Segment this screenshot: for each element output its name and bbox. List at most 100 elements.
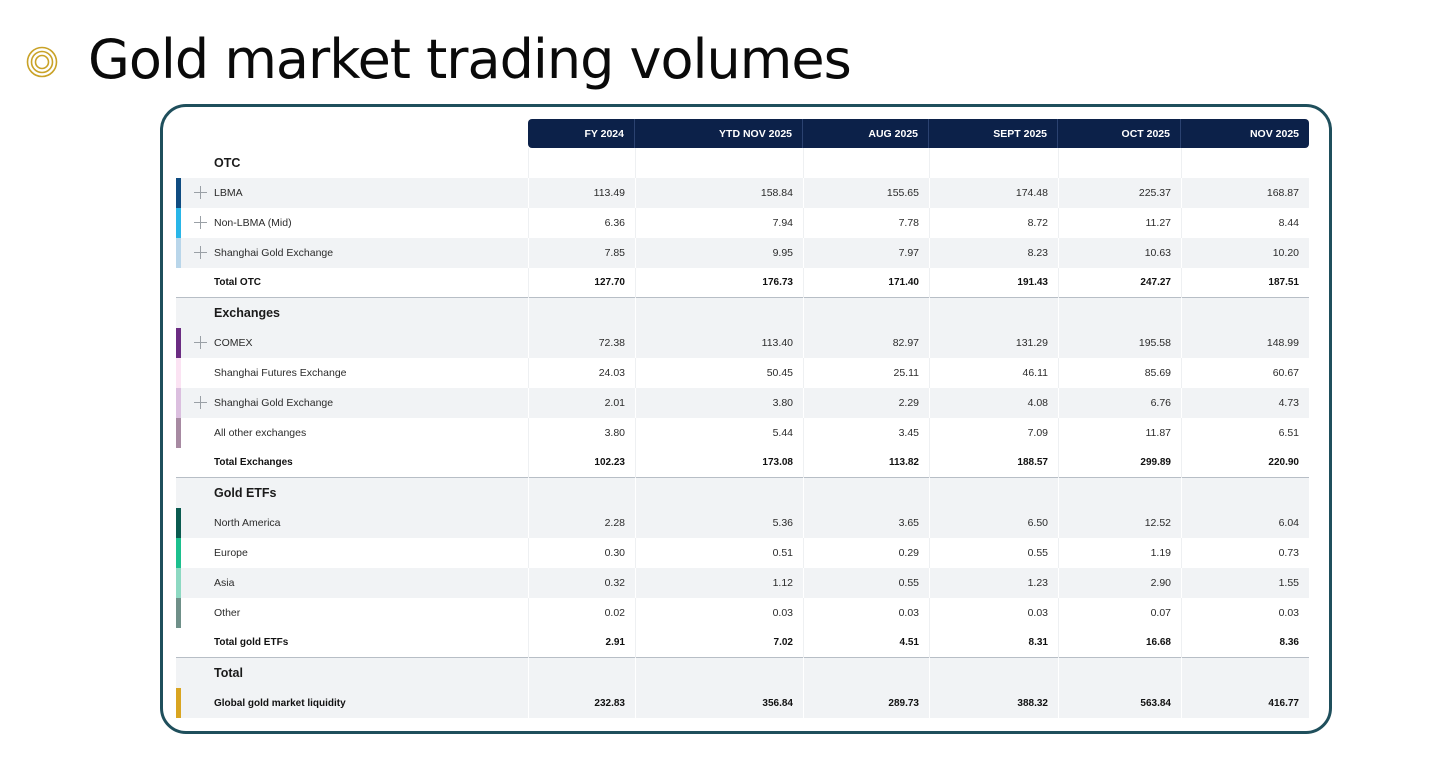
value-cell: 289.73	[803, 688, 929, 718]
empty-cell	[1058, 148, 1181, 178]
total-value-cell: 176.73	[635, 267, 803, 298]
value-cell: 5.44	[635, 418, 803, 448]
column-header: OCT 2025	[1058, 119, 1181, 148]
concentric-circles-icon	[26, 46, 58, 78]
value-cell: 6.76	[1058, 388, 1181, 418]
value-cell: 0.03	[803, 598, 929, 628]
row-color-marker	[176, 208, 181, 238]
row-color-marker	[176, 418, 181, 448]
value-cell: 356.84	[635, 688, 803, 718]
empty-cell	[528, 298, 635, 328]
value-cell: 0.07	[1058, 598, 1181, 628]
value-cell: 168.87	[1181, 178, 1309, 208]
value-cell: 0.29	[803, 538, 929, 568]
row-color-marker	[176, 328, 181, 358]
table-row: Non-LBMA (Mid) 6.36 7.94 7.78 8.72 11.27 8.44	[176, 208, 1309, 238]
value-cell: 4.73	[1181, 388, 1309, 418]
value-cell: 1.19	[1058, 538, 1181, 568]
row-label: Europe	[214, 547, 248, 559]
value-cell: 8.72	[929, 208, 1058, 238]
value-cell: 11.27	[1058, 208, 1181, 238]
expand-plus-icon[interactable]	[194, 396, 207, 409]
value-cell: 0.73	[1181, 538, 1309, 568]
empty-cell	[1058, 298, 1181, 328]
empty-cell	[635, 658, 803, 688]
value-cell: 158.84	[635, 178, 803, 208]
row-color-marker	[176, 508, 181, 538]
total-row: Total Exchanges 102.23 173.08 113.82 188.57 2…	[176, 447, 1309, 478]
value-cell: 0.30	[528, 538, 635, 568]
section-title: Exchanges	[214, 306, 281, 320]
total-row: Total gold ETFs 2.91 7.02 4.51 8.31 16.68 8.36	[176, 627, 1309, 658]
row-label: Non-LBMA (Mid)	[214, 217, 292, 229]
total-value-cell: 173.08	[635, 447, 803, 478]
expand-plus-icon[interactable]	[194, 336, 207, 349]
row-label: Asia	[214, 577, 235, 589]
table-row: Global gold market liquidity 232.83 356.84…	[176, 688, 1309, 718]
value-cell: 10.63	[1058, 238, 1181, 268]
section-header: Gold ETFs	[176, 478, 1309, 508]
section-header: Total	[176, 658, 1309, 688]
value-cell: 0.55	[929, 538, 1058, 568]
value-cell: 1.12	[635, 568, 803, 598]
value-cell: 174.48	[929, 178, 1058, 208]
value-cell: 195.58	[1058, 328, 1181, 358]
empty-cell	[929, 658, 1058, 688]
table-row: LBMA 113.49 158.84 155.65 174.48 225.37 168.87	[176, 178, 1309, 208]
value-cell: 7.09	[929, 418, 1058, 448]
value-cell: 0.55	[803, 568, 929, 598]
value-cell: 3.65	[803, 508, 929, 538]
value-cell: 7.78	[803, 208, 929, 238]
value-cell: 82.97	[803, 328, 929, 358]
value-cell: 2.90	[1058, 568, 1181, 598]
value-cell: 72.38	[528, 328, 635, 358]
table-row: COMEX 72.38 113.40 82.97 131.29 195.58 148.99	[176, 328, 1309, 358]
row-color-marker	[176, 178, 181, 208]
column-header: YTD NOV 2025	[635, 119, 803, 148]
value-cell: 2.01	[528, 388, 635, 418]
column-header: SEPT 2025	[929, 119, 1058, 148]
empty-cell	[803, 478, 929, 508]
value-cell: 7.85	[528, 238, 635, 268]
empty-cell	[1058, 478, 1181, 508]
empty-cell	[635, 148, 803, 178]
value-cell: 0.03	[929, 598, 1058, 628]
value-cell: 2.29	[803, 388, 929, 418]
total-value-cell: 187.51	[1181, 267, 1309, 298]
value-cell: 3.45	[803, 418, 929, 448]
table-row: Other 0.02 0.03 0.03 0.03 0.07 0.03	[176, 598, 1309, 628]
section-title: Total	[214, 666, 243, 680]
table-row: Shanghai Gold Exchange 7.85 9.95 7.97 8.23 10…	[176, 238, 1309, 268]
expand-plus-icon[interactable]	[194, 216, 207, 229]
total-value-cell: 16.68	[1058, 627, 1181, 658]
empty-cell	[1181, 298, 1309, 328]
section-header: Exchanges	[176, 298, 1309, 328]
value-cell: 416.77	[1181, 688, 1309, 718]
volumes-table: OTC LBMA 113.49 158.84 155.65 174.48 225.37 168…	[176, 148, 1309, 718]
value-cell: 6.50	[929, 508, 1058, 538]
value-cell: 12.52	[1058, 508, 1181, 538]
value-cell: 0.51	[635, 538, 803, 568]
section-title: Gold ETFs	[214, 486, 277, 500]
row-color-marker	[176, 358, 181, 388]
total-label: Total gold ETFs	[214, 637, 289, 648]
value-cell: 6.36	[528, 208, 635, 238]
value-cell: 0.03	[1181, 598, 1309, 628]
expand-plus-icon[interactable]	[194, 186, 207, 199]
section-header: OTC	[176, 148, 1309, 178]
section-title: OTC	[214, 156, 241, 170]
value-cell: 148.99	[1181, 328, 1309, 358]
column-header: NOV 2025	[1249, 127, 1299, 140]
value-cell: 8.44	[1181, 208, 1309, 238]
empty-cell	[929, 478, 1058, 508]
value-cell: 46.11	[929, 358, 1058, 388]
value-cell: 225.37	[1058, 178, 1181, 208]
expand-plus-icon[interactable]	[194, 246, 207, 259]
total-value-cell: 7.02	[635, 627, 803, 658]
value-cell: 388.32	[929, 688, 1058, 718]
empty-cell	[635, 298, 803, 328]
table-panel	[160, 104, 1332, 734]
total-value-cell: 171.40	[803, 267, 929, 298]
row-color-marker	[176, 568, 181, 598]
row-color-marker	[176, 388, 181, 418]
